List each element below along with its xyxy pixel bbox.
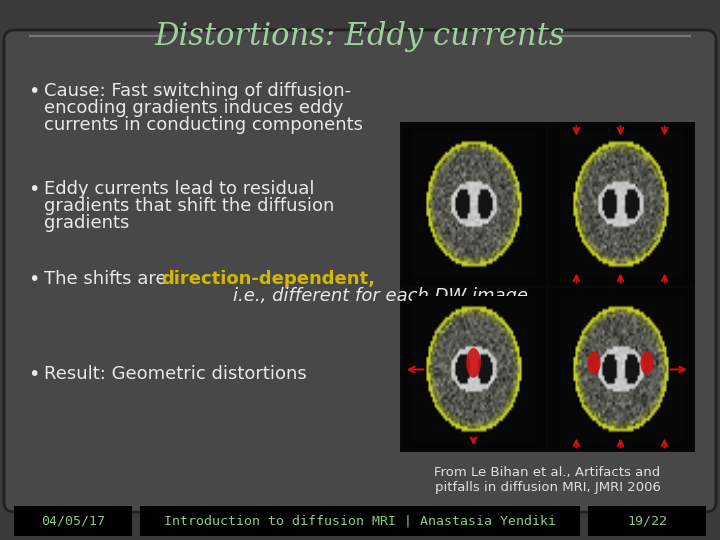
Bar [548,288,693,451]
Text: gradients: gradients [44,214,130,232]
Text: 19/22: 19/22 [627,515,667,528]
Text: The shifts are: The shifts are [44,270,172,288]
Text: i.e., different for each DW image: i.e., different for each DW image [44,287,528,305]
Text: gradients that shift the diffusion: gradients that shift the diffusion [44,197,334,215]
Bar [14,506,132,536]
Text: From Le Bihan et al., Artifacts and
pitfalls in diffusion MRI, JMRI 2006: From Le Bihan et al., Artifacts and pitf… [434,466,661,494]
Text: 04/05/17: 04/05/17 [41,515,105,528]
Bar [548,123,693,286]
FancyBboxPatch shape [4,30,716,512]
Text: •: • [28,180,40,199]
Ellipse shape [466,348,481,378]
Ellipse shape [588,352,600,374]
Bar [588,506,706,536]
Bar [400,122,695,452]
Ellipse shape [640,352,654,374]
Bar [401,123,546,286]
Text: encoding gradients induces eddy: encoding gradients induces eddy [44,99,343,117]
Text: Distortions: Eddy currents: Distortions: Eddy currents [155,21,565,51]
Text: •: • [28,82,40,101]
Text: Result: Geometric distortions: Result: Geometric distortions [44,365,307,383]
Text: currents in conducting components: currents in conducting components [44,116,363,134]
Bar [401,288,546,451]
Text: Eddy currents lead to residual: Eddy currents lead to residual [44,180,315,198]
Text: •: • [28,270,40,289]
Text: Introduction to diffusion MRI | Anastasia Yendiki: Introduction to diffusion MRI | Anastasi… [164,515,556,528]
Text: direction-dependent,: direction-dependent, [161,270,375,288]
Text: Cause: Fast switching of diffusion-: Cause: Fast switching of diffusion- [44,82,351,100]
Text: •: • [28,365,40,384]
Bar [140,506,580,536]
